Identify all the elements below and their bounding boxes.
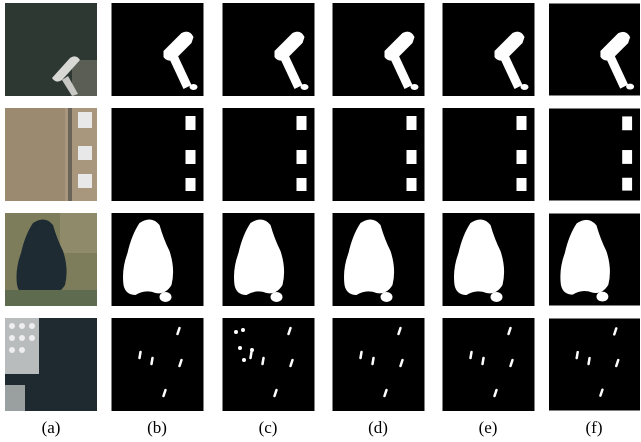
mask: [443, 213, 535, 306]
panel-label: (b): [147, 418, 167, 437]
mask: [333, 3, 425, 96]
mask: [549, 4, 640, 96]
mask: [333, 108, 425, 201]
mask: [443, 3, 535, 96]
mask: [549, 109, 640, 201]
panel-label: (d): [368, 418, 388, 437]
image-buildings: [5, 108, 97, 201]
input-images: [5, 3, 97, 411]
mask: [112, 3, 204, 96]
mask: [549, 319, 640, 411]
mask: [333, 318, 425, 411]
panel-label: (e): [479, 418, 498, 437]
mask: [112, 318, 204, 411]
mask: [223, 108, 315, 201]
panel-label: (c): [259, 418, 278, 437]
masks: [112, 3, 641, 411]
figure: (a) (b) (c) (d) (e) (f): [0, 0, 641, 442]
mask: [549, 214, 640, 306]
image-port: [5, 318, 97, 411]
mask: [443, 108, 535, 201]
mask: [443, 318, 535, 411]
panel-label: (a): [42, 418, 61, 437]
mask: [223, 213, 315, 306]
mask: [223, 3, 315, 96]
image-lake: [5, 213, 97, 306]
panel-label: (f): [586, 418, 603, 437]
mask: [112, 108, 204, 201]
image-airport: [5, 3, 97, 96]
mask: [112, 213, 204, 306]
mask: [333, 213, 425, 306]
panel-labels: (a) (b) (c) (d) (e) (f): [42, 418, 603, 437]
